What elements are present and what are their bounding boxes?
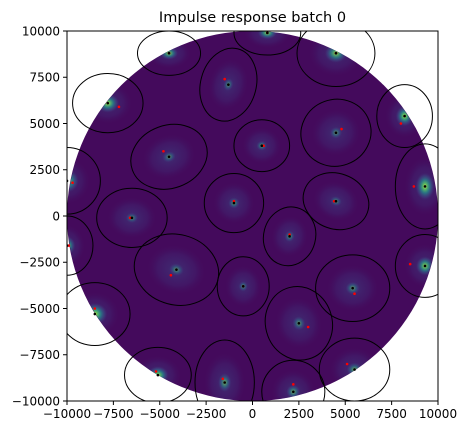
true-point-3 xyxy=(227,83,230,86)
uncertainty-ellipse-6 xyxy=(300,98,372,167)
true-point-7 xyxy=(167,155,171,159)
estimated-point-13 xyxy=(128,216,132,220)
y-tick-label-2: 5000 xyxy=(29,117,60,131)
estimated-point-9 xyxy=(71,181,74,184)
estimated-point-15 xyxy=(67,244,71,247)
y-tick-label-7: −7500 xyxy=(19,348,60,362)
true-point-13 xyxy=(130,216,134,220)
true-point-14 xyxy=(288,235,291,238)
true-point-20 xyxy=(93,312,97,316)
estimated-point-12 xyxy=(332,199,336,203)
source-glow-9 xyxy=(67,168,80,194)
chart-title: Impulse response batch 0 xyxy=(159,10,346,26)
y-tick-label-5: −2500 xyxy=(19,256,60,270)
estimated-point-11 xyxy=(232,199,236,203)
uncertainty-ellipse-7 xyxy=(130,123,208,190)
uncertainty-ellipse-1 xyxy=(136,31,202,76)
true-point-21 xyxy=(297,322,301,325)
uncertainty-ellipse-5 xyxy=(376,84,433,149)
true-point-6 xyxy=(334,131,338,135)
estimated-point-23 xyxy=(345,362,349,366)
true-point-8 xyxy=(260,144,264,147)
uncertainty-ellipse-10 xyxy=(394,143,438,230)
uncertainty-ellipse-25 xyxy=(261,359,326,401)
uncertainty-ellipse-13 xyxy=(96,187,168,248)
true-point-17 xyxy=(175,268,178,271)
x-tick-label-4: 0 xyxy=(249,407,257,421)
estimated-point-24 xyxy=(221,377,225,381)
uncertainty-ellipse-11 xyxy=(203,172,265,234)
source-halo-9 xyxy=(67,155,93,206)
y-axis: 10000 7500 5000 2500 0 −2500 −5000 −7500 −10000 xyxy=(12,24,67,408)
uncertainty-ellipse-21 xyxy=(264,286,334,361)
true-point-16 xyxy=(423,264,427,268)
uncertainty-ellipse-14 xyxy=(262,206,317,267)
x-tick-label-1: −7500 xyxy=(93,407,134,421)
uncertainty-ellipse-24 xyxy=(194,339,255,401)
estimated-point-3 xyxy=(223,77,226,81)
true-point-5 xyxy=(403,114,406,118)
x-tick-label-6: 5000 xyxy=(330,407,361,421)
true-point-18 xyxy=(241,285,245,288)
estimated-point-16 xyxy=(408,262,412,266)
ellipse-layer xyxy=(67,31,438,401)
plot-area xyxy=(67,31,438,401)
true-point-1 xyxy=(167,51,171,55)
uncertainty-ellipse-15 xyxy=(67,215,94,276)
x-tick-label-7: 7500 xyxy=(376,407,407,421)
marker-layer xyxy=(67,31,427,394)
uncertainty-ellipse-2 xyxy=(296,31,376,87)
x-tick-label-2: −5000 xyxy=(139,407,180,421)
x-tick-label-3: −2500 xyxy=(186,407,227,421)
true-point-24 xyxy=(223,381,226,384)
uncertainty-ellipse-18 xyxy=(216,256,270,317)
uncertainty-ellipse-9 xyxy=(67,147,101,215)
estimated-point-19 xyxy=(353,292,356,296)
x-tick-label-5: 2500 xyxy=(284,407,315,421)
estimated-point-25 xyxy=(292,383,295,386)
y-tick-label-1: 7500 xyxy=(29,71,60,85)
estimated-point-20 xyxy=(93,307,97,310)
estimated-point-17 xyxy=(169,273,173,277)
true-point-19 xyxy=(351,286,354,290)
uncertainty-ellipse-12 xyxy=(302,172,370,231)
true-point-0 xyxy=(266,31,269,35)
true-point-22 xyxy=(156,373,160,377)
estimated-point-6 xyxy=(340,127,343,131)
y-tick-label-3: 2500 xyxy=(29,163,60,177)
y-tick-label-0: 10000 xyxy=(22,24,60,38)
estimated-point-7 xyxy=(162,149,165,153)
uncertainty-ellipse-0 xyxy=(233,31,302,56)
estimated-point-14 xyxy=(288,233,291,236)
y-tick-label-8: −10000 xyxy=(12,394,60,408)
true-point-10 xyxy=(423,185,427,188)
source-glow-15 xyxy=(67,235,77,256)
estimated-point-10 xyxy=(412,185,416,188)
x-tick-label-8: 10000 xyxy=(419,407,457,421)
true-point-11 xyxy=(232,201,236,205)
uncertainty-ellipse-8 xyxy=(233,119,291,173)
uncertainty-ellipse-4 xyxy=(72,73,144,134)
uncertainty-ellipse-22 xyxy=(124,346,192,401)
source-halo-15 xyxy=(67,223,87,268)
y-tick-label-4: 0 xyxy=(52,209,60,223)
x-axis: −10000 −7500 −5000 −2500 0 2500 5000 7500 10000 xyxy=(43,401,457,421)
true-point-25 xyxy=(292,390,295,394)
estimated-point-22 xyxy=(154,370,158,373)
uncertainty-ellipse-19 xyxy=(315,254,391,322)
true-point-2 xyxy=(334,51,338,55)
true-point-4 xyxy=(106,101,110,105)
x-tick-label-0: −10000 xyxy=(43,407,91,421)
true-point-12 xyxy=(334,199,338,203)
estimated-point-21 xyxy=(306,325,310,329)
estimated-point-5 xyxy=(399,122,403,125)
estimated-point-4 xyxy=(117,105,121,109)
uncertainty-ellipse-16 xyxy=(394,234,438,298)
estimated-point-8 xyxy=(262,144,265,147)
y-tick-label-6: −5000 xyxy=(19,302,60,316)
uncertainty-ellipse-3 xyxy=(199,47,258,122)
true-point-23 xyxy=(353,368,356,371)
uncertainty-ellipse-20 xyxy=(67,282,131,346)
